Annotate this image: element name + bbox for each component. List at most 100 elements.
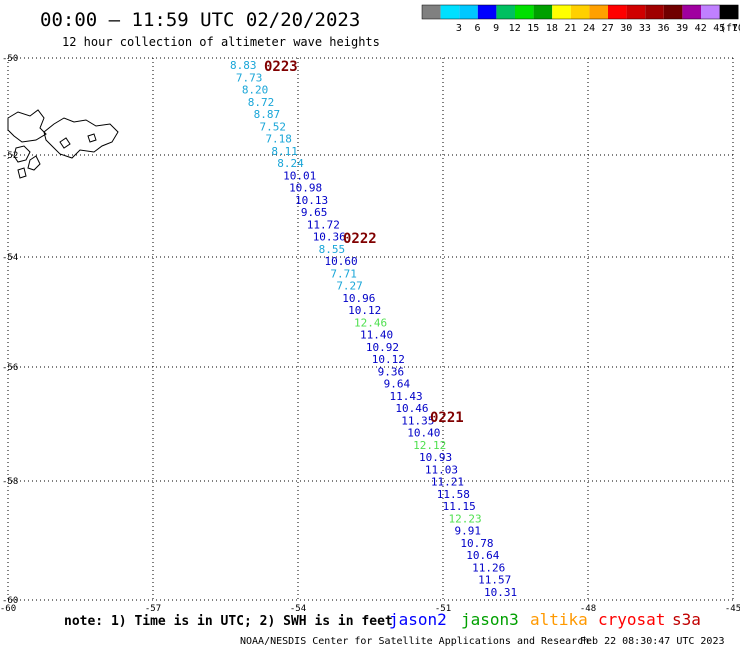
lon-label: -60 bbox=[0, 604, 16, 614]
lat-label: -60 bbox=[2, 596, 18, 606]
color-legend: 36912151821242730333639424570(ft) bbox=[421, 4, 740, 34]
wave-height-value: 11.03 bbox=[425, 463, 458, 476]
wave-height-value: 10.78 bbox=[460, 537, 493, 550]
legend-swatch bbox=[682, 5, 701, 19]
legend-swatch bbox=[459, 5, 478, 19]
legend-tick-label: 36 bbox=[657, 23, 669, 34]
satellite-cryosat: cryosat bbox=[598, 610, 665, 629]
legend-tick-label: 3 bbox=[456, 23, 462, 34]
wave-height-value: 8.87 bbox=[254, 108, 281, 121]
legend-tick-label: 70 bbox=[732, 23, 740, 34]
wave-height-value: 8.55 bbox=[319, 243, 346, 256]
wave-height-value: 10.92 bbox=[366, 341, 399, 354]
wave-height-value: 9.91 bbox=[454, 525, 481, 538]
wave-height-value: 8.83 bbox=[230, 59, 257, 72]
legend-swatch bbox=[515, 5, 534, 19]
wave-height-value: 8.24 bbox=[277, 157, 304, 170]
wave-height-value: 10.98 bbox=[289, 182, 322, 195]
wave-height-value: 11.35 bbox=[401, 414, 434, 427]
legend-tick-label: 45 bbox=[713, 23, 725, 34]
wave-height-value: 9.65 bbox=[301, 206, 328, 219]
legend-swatch bbox=[440, 5, 460, 19]
wave-height-value: 10.13 bbox=[295, 194, 328, 207]
wave-height-value: 10.40 bbox=[407, 427, 440, 440]
wave-height-value: 7.71 bbox=[330, 267, 357, 280]
legend-tick-label: 42 bbox=[695, 23, 707, 34]
wave-height-value: 8.72 bbox=[248, 96, 275, 109]
footer-credit: NOAA/NESDIS Center for Satellite Applica… bbox=[240, 636, 589, 647]
legend-swatch bbox=[701, 5, 720, 19]
pass-date-label: 0221 bbox=[430, 410, 464, 426]
legend-tick-label: 27 bbox=[602, 23, 614, 34]
wave-height-value: 10.60 bbox=[325, 255, 358, 268]
wave-height-value: 10.31 bbox=[484, 586, 517, 599]
satellite-jason3: jason3 bbox=[461, 610, 519, 629]
legend-swatch bbox=[496, 5, 515, 19]
lon-label: -48 bbox=[580, 604, 596, 614]
wave-height-value: 10.96 bbox=[342, 292, 375, 305]
map-title: 00:00 – 11:59 UTC 02/20/2023 bbox=[40, 9, 360, 31]
lon-label: -54 bbox=[290, 604, 306, 614]
wave-height-value: 11.43 bbox=[389, 390, 422, 403]
legend-tick-label: 6 bbox=[474, 23, 480, 34]
legend-swatch bbox=[422, 5, 441, 19]
legend-tick-label: 15 bbox=[527, 23, 539, 34]
satellite-altika: altika bbox=[530, 610, 588, 629]
wave-height-value: 12.46 bbox=[354, 316, 387, 329]
wave-height-value: 9.64 bbox=[384, 378, 411, 391]
map-grid: -60 -57 -54 -51 -48 -45 -50 -52 -54 -56 -58 -60 bbox=[0, 54, 740, 614]
wave-height-value: 10.36 bbox=[313, 231, 346, 244]
altimeter-track: 8.837.738.208.728.877.527.188.118.2410.0… bbox=[230, 59, 517, 599]
legend-tick-label: 9 bbox=[493, 23, 499, 34]
wave-height-value: 10.12 bbox=[372, 353, 405, 366]
wave-height-value: 7.27 bbox=[336, 280, 363, 293]
pass-date-label: 0222 bbox=[343, 231, 377, 247]
pass-date-label: 0223 bbox=[264, 59, 298, 75]
satellite-legend: jason2 jason3 altika cryosat s3a bbox=[389, 610, 701, 629]
wave-height-value: 7.73 bbox=[236, 71, 263, 84]
lat-label: -52 bbox=[2, 151, 18, 161]
wave-height-value: 10.01 bbox=[283, 169, 316, 182]
legend-swatch bbox=[533, 5, 553, 19]
footer-timestamp: Feb 22 08:30:47 UTC 2023 bbox=[580, 636, 725, 647]
legend-tick-label: 21 bbox=[564, 23, 576, 34]
legend-tick-label: 18 bbox=[546, 23, 558, 34]
legend-swatch bbox=[626, 5, 646, 19]
legend-unit: (ft) bbox=[720, 23, 740, 34]
legend-swatch bbox=[645, 5, 664, 19]
wave-height-value: 11.15 bbox=[443, 500, 476, 513]
wave-height-value: 11.72 bbox=[307, 218, 340, 231]
wave-height-value: 11.57 bbox=[478, 574, 511, 587]
legend-swatch bbox=[608, 5, 627, 19]
satellite-s3a: s3a bbox=[672, 610, 701, 629]
legend-swatch bbox=[663, 5, 683, 19]
wave-height-value: 11.21 bbox=[431, 476, 464, 489]
wave-height-value: 8.11 bbox=[271, 145, 298, 158]
lon-label: -57 bbox=[145, 604, 161, 614]
lat-label: -56 bbox=[2, 363, 18, 373]
lat-label: -54 bbox=[2, 253, 18, 263]
map-subtitle: 12 hour collection of altimeter wave hei… bbox=[62, 35, 380, 49]
legend-tick-label: 33 bbox=[639, 23, 651, 34]
legend-tick-label: 24 bbox=[583, 23, 595, 34]
wave-height-value: 9.36 bbox=[378, 365, 405, 378]
falkland-islands-coastline bbox=[7, 109, 119, 179]
legend-swatch bbox=[570, 5, 590, 19]
wave-height-value: 7.52 bbox=[260, 120, 287, 133]
legend-swatch bbox=[589, 5, 608, 19]
wave-height-value: 11.40 bbox=[360, 329, 393, 342]
wave-height-value: 12.23 bbox=[449, 512, 482, 525]
wave-height-value: 10.12 bbox=[348, 304, 381, 317]
lat-label: -50 bbox=[2, 54, 18, 64]
wave-height-value: 10.93 bbox=[419, 451, 452, 464]
lat-label: -58 bbox=[2, 477, 18, 487]
footer-note: note: 1) Time is in UTC; 2) SWH is in fe… bbox=[64, 614, 393, 629]
wave-height-value: 7.18 bbox=[265, 133, 292, 146]
legend-swatch bbox=[477, 5, 497, 19]
legend-swatch bbox=[719, 5, 739, 19]
wave-height-value: 12.12 bbox=[413, 439, 446, 452]
satellite-jason2: jason2 bbox=[389, 610, 447, 629]
legend-tick-label: 39 bbox=[676, 23, 688, 34]
wave-height-value: 11.58 bbox=[437, 488, 470, 501]
